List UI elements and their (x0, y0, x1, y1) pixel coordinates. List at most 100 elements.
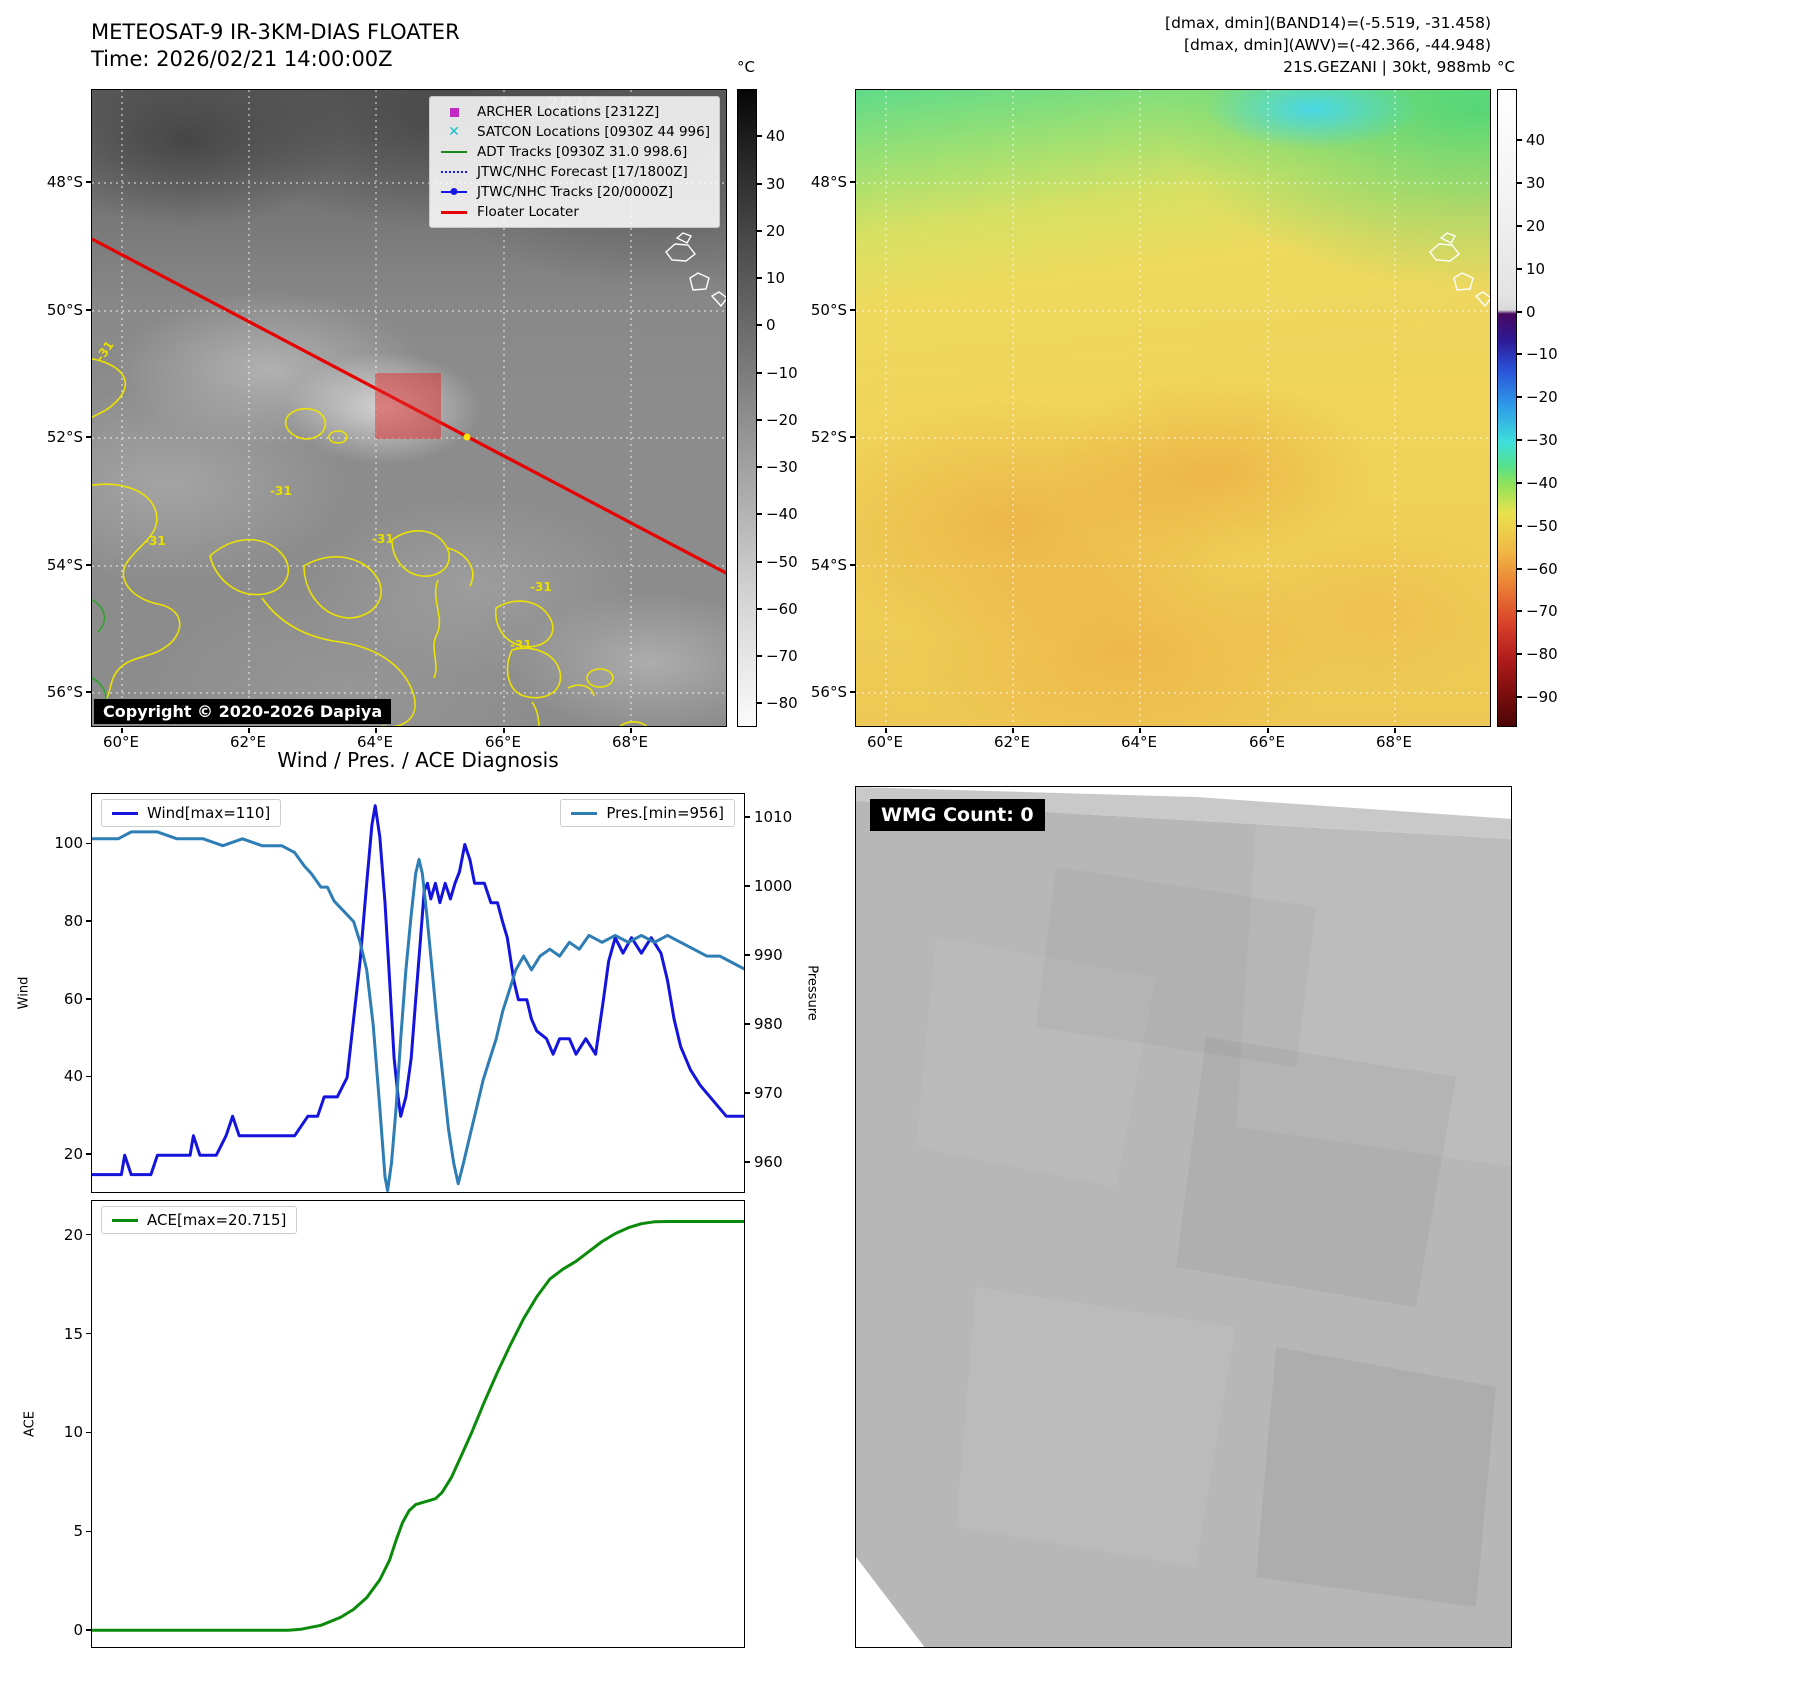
legend-item-adt: ADT Tracks [0930Z 31.0 998.6] (439, 142, 710, 162)
legend-label: Floater Locater (477, 204, 579, 220)
colorbar-tick-mark (757, 418, 762, 421)
tick-label: 56°S (46, 683, 83, 701)
tick-label: 0 (73, 1621, 83, 1640)
wmg-count-badge: WMG Count: 0 (870, 799, 1045, 831)
colorbar-tick-mark (757, 229, 762, 232)
tick-label: −10 (766, 363, 798, 382)
tracks-line-icon (439, 188, 469, 195)
coastline (665, 232, 726, 308)
ir-contours (92, 358, 648, 726)
tick-label: 20 (63, 1145, 83, 1164)
diagnosis-title: Wind / Pres. / ACE Diagnosis (277, 748, 559, 772)
wind-legend-label: Wind[max=110] (147, 804, 271, 822)
band14-range-text: [dmax, dmin](BAND14)=(-5.519, -31.458) (1165, 14, 1491, 32)
colorbar-unit: °C (1497, 58, 1515, 76)
copyright-badge: Copyright © 2020-2026 Dapiya (94, 699, 392, 724)
ace-line-icon (112, 1218, 138, 1222)
tick-label: −80 (1526, 645, 1558, 664)
tick-mark (86, 1629, 91, 1631)
tick-label: 980 (754, 1015, 783, 1034)
colorbar-tick-mark (757, 324, 762, 327)
wind-axis-label: Wind (16, 976, 32, 1010)
tick-label: 100 (54, 834, 83, 853)
tick-mark (86, 181, 91, 183)
colorbar-tick-mark (757, 513, 762, 516)
tick-mark (850, 181, 855, 183)
wind-legend: Wind[max=110] (101, 799, 282, 827)
tick-label: −60 (1526, 559, 1558, 578)
tick-mark (86, 1530, 91, 1533)
storm-id-text: 21S.GEZANI | 30kt, 988mb (1283, 58, 1491, 76)
tick-label: −50 (1526, 516, 1558, 535)
floater-line-icon (439, 210, 469, 214)
wind-line-icon (112, 811, 138, 815)
colorbar-tick-mark (1517, 653, 1522, 656)
tick-mark (86, 564, 91, 566)
tick-label: 0 (766, 316, 776, 335)
ace-legend-label: ACE[max=20.715] (147, 1211, 287, 1229)
ace-plot (92, 1220, 744, 1632)
colorbar-tick-mark (1517, 696, 1522, 699)
tick-label: 64°E (356, 733, 394, 751)
satellite-title: METEOSAT-9 IR-3KM-DIAS FLOATER (91, 20, 460, 44)
enhanced-map-overlay (856, 90, 1490, 726)
colorbar-tick-mark (1517, 267, 1522, 270)
ace-chart: ACE[max=20.715] (91, 1200, 745, 1648)
enhanced-ir-map (855, 89, 1491, 727)
colorbar-tick-mark (757, 371, 762, 374)
legend-item-tracks: JTWC/NHC Tracks [20/0000Z] (439, 182, 710, 202)
tick-mark (1139, 728, 1141, 733)
colorbar-tick-mark (1517, 481, 1522, 484)
colorbar-tick-mark (1517, 396, 1522, 399)
legend-label: ARCHER Locations [2312Z] (477, 104, 660, 120)
tick-label: −40 (1526, 473, 1558, 492)
colorbar-tick-mark (757, 560, 762, 563)
colorbar-tick-mark (1517, 225, 1522, 228)
wind-pressure-plot (92, 804, 744, 1192)
awv-range-text: [dmax, dmin](AWV)=(-42.366, -44.948) (1184, 36, 1491, 54)
tick-mark (745, 1161, 750, 1163)
colorbar-tick-mark (757, 277, 762, 280)
tick-mark (850, 691, 855, 693)
colorbar-tick-mark (1517, 610, 1522, 613)
tick-label: 68°E (611, 733, 649, 751)
tick-mark (745, 816, 750, 818)
map-legend: ARCHER Locations [2312Z] ✕ SATCON Locati… (429, 96, 720, 228)
tick-mark (86, 842, 91, 845)
ace-legend: ACE[max=20.715] (101, 1206, 298, 1234)
legend-item-satcon: ✕ SATCON Locations [0930Z 44 996] (439, 122, 710, 142)
colorbar-tick-mark (757, 702, 762, 705)
floater-target-box (375, 373, 441, 439)
tick-mark (745, 1092, 750, 1094)
wmg-panel: WMG Count: 0 (855, 786, 1512, 1648)
tick-mark (745, 954, 750, 956)
tick-label: −20 (1526, 388, 1558, 407)
forecast-line-icon (439, 171, 469, 173)
tick-mark (121, 728, 123, 733)
tick-label: −20 (766, 410, 798, 429)
tick-label: 960 (754, 1152, 783, 1171)
tick-mark (503, 728, 505, 733)
tick-label: 62°E (229, 733, 267, 751)
contour-value-label: -31 (530, 580, 552, 594)
tick-mark (850, 309, 855, 311)
contour-value-label: -31 (510, 638, 532, 652)
contour-value-label: -31 (144, 534, 166, 548)
tick-label: −60 (766, 599, 798, 618)
colorbar-tick-mark (757, 182, 762, 185)
tick-mark (86, 436, 91, 438)
legend-label: JTWC/NHC Forecast [17/1800Z] (477, 164, 688, 180)
colorbar-tick-mark (1517, 567, 1522, 570)
tick-label: 48°S (46, 173, 83, 191)
legend-item-archer: ARCHER Locations [2312Z] (439, 102, 710, 122)
tick-label: 60°E (866, 733, 904, 751)
satcon-marker-icon: ✕ (448, 124, 460, 140)
tick-label: 52°S (46, 428, 83, 446)
tick-label: 40 (766, 127, 786, 146)
colorbar-tick-mark (1517, 439, 1522, 442)
tick-mark (375, 728, 377, 733)
colorbar-tick-mark (757, 466, 762, 469)
legend-item-forecast: JTWC/NHC Forecast [17/1800Z] (439, 162, 710, 182)
tick-label: −40 (766, 505, 798, 524)
contour-value-label: -31 (372, 532, 394, 546)
